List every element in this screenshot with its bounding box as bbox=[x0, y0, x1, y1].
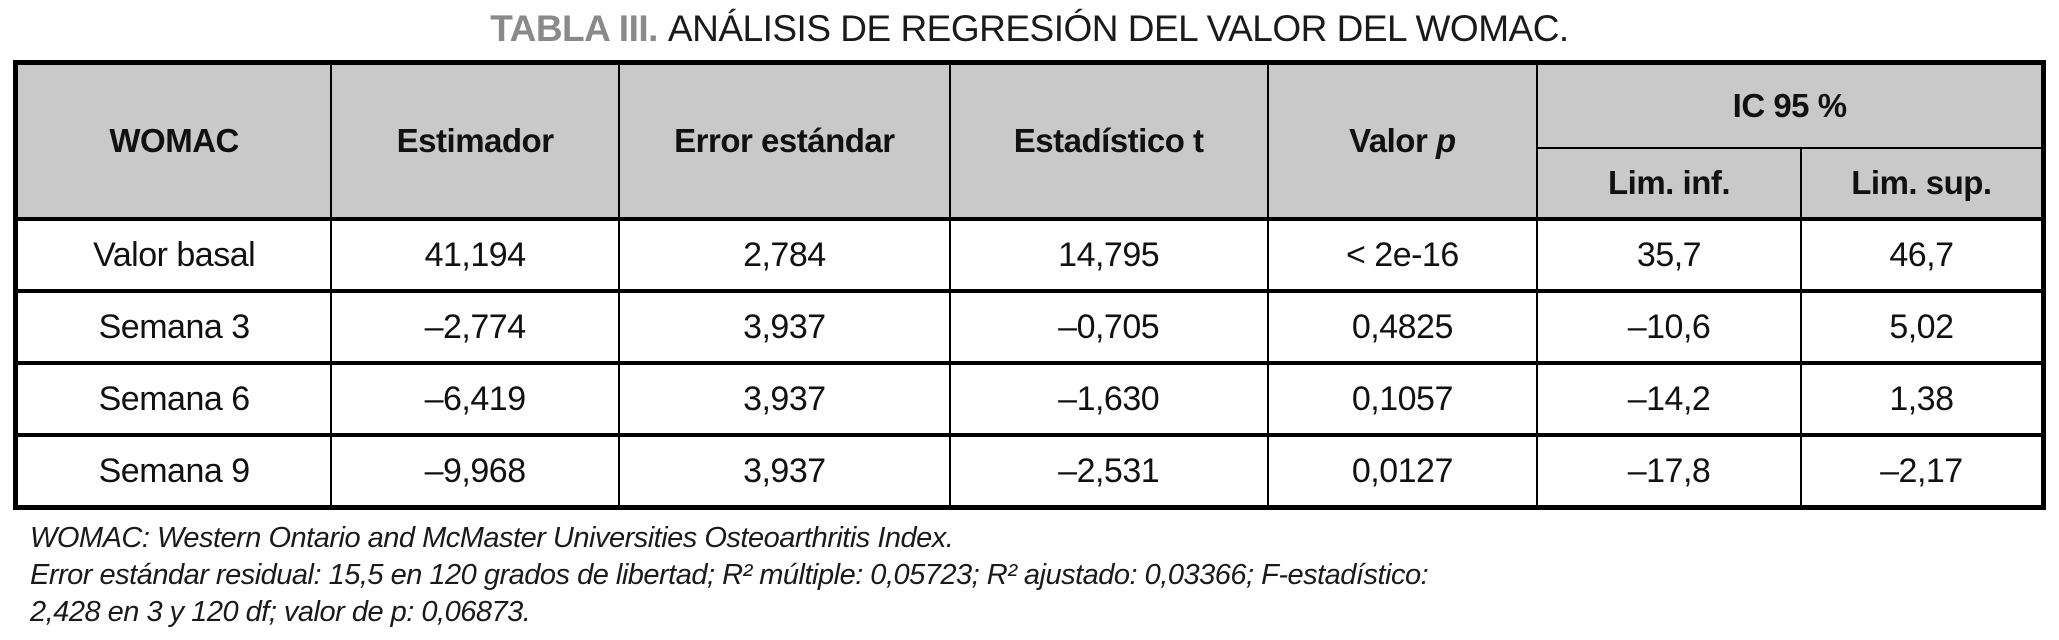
footnote-womac-definition: WOMAC: Western Ontario and McMaster Univ… bbox=[30, 522, 954, 554]
cell-lim-inf: 35,7 bbox=[1536, 217, 1802, 293]
table-row-valor-basal: Valor basal 41,194 2,784 14,795 < 2e-16 … bbox=[14, 217, 2045, 293]
header-womac: WOMAC bbox=[14, 62, 333, 221]
footnote-f-statistic: 2,428 en 3 y 120 df; valor de p: 0,06873… bbox=[30, 596, 531, 628]
table-body: Valor basal 41,194 2,784 14,795 < 2e-16 … bbox=[14, 217, 2045, 510]
cell-valor-p: 0,1057 bbox=[1266, 361, 1539, 437]
table-header: WOMAC Estimador Error estándar Estadísti… bbox=[14, 62, 2045, 221]
header-lim-sup: Lim. sup. bbox=[1799, 148, 2045, 221]
table-row-semana-3: Semana 3 –2,774 3,937 –0,705 0,4825 –10,… bbox=[14, 289, 2045, 365]
row-label: Semana 3 bbox=[14, 289, 333, 365]
table-title: TABLA III. ANÁLISIS DE REGRESIÓN DEL VALO… bbox=[0, 8, 2059, 50]
cell-lim-inf: –10,6 bbox=[1536, 289, 1802, 365]
row-label: Semana 6 bbox=[14, 361, 333, 437]
cell-estimador: 41,194 bbox=[330, 217, 620, 293]
cell-error-estandar: 2,784 bbox=[617, 217, 951, 293]
cell-estadistico-t: 14,795 bbox=[948, 217, 1269, 293]
cell-lim-sup: –2,17 bbox=[1799, 433, 2045, 510]
footnotes: WOMAC: Western Ontario and McMaster Univ… bbox=[30, 520, 2059, 631]
cell-error-estandar: 3,937 bbox=[617, 433, 951, 510]
header-valor-p: Valor p bbox=[1266, 62, 1539, 221]
cell-valor-p: < 2e-16 bbox=[1266, 217, 1539, 293]
header-lim-inf: Lim. inf. bbox=[1536, 148, 1802, 221]
regression-table: WOMAC Estimador Error estándar Estadísti… bbox=[13, 60, 2046, 510]
cell-valor-p: 0,0127 bbox=[1266, 433, 1539, 510]
cell-error-estandar: 3,937 bbox=[617, 289, 951, 365]
cell-estimador: –6,419 bbox=[330, 361, 620, 437]
row-label: Semana 9 bbox=[14, 433, 333, 510]
header-ic95: IC 95 % bbox=[1536, 62, 2045, 149]
cell-valor-p: 0,4825 bbox=[1266, 289, 1539, 365]
header-error-estandar: Error estándar bbox=[617, 62, 951, 221]
cell-lim-inf: –17,8 bbox=[1536, 433, 1802, 510]
cell-estadistico-t: –0,705 bbox=[948, 289, 1269, 365]
cell-lim-sup: 46,7 bbox=[1799, 217, 2045, 293]
table-row-semana-9: Semana 9 –9,968 3,937 –2,531 0,0127 –17,… bbox=[14, 433, 2045, 510]
cell-error-estandar: 3,937 bbox=[617, 361, 951, 437]
footnote-residual-stats: Error estándar residual: 15,5 en 120 gra… bbox=[30, 559, 1429, 591]
cell-lim-inf: –14,2 bbox=[1536, 361, 1802, 437]
cell-lim-sup: 5,02 bbox=[1799, 289, 2045, 365]
table-title-text: ANÁLISIS DE REGRESIÓN DEL VALOR DEL WOMA… bbox=[667, 8, 1569, 49]
header-valor-p-label: Valor bbox=[1349, 122, 1428, 159]
cell-estadistico-t: –2,531 bbox=[948, 433, 1269, 510]
cell-estimador: –9,968 bbox=[330, 433, 620, 510]
table-title-number: TABLA III. bbox=[490, 8, 658, 49]
table-row-semana-6: Semana 6 –6,419 3,937 –1,630 0,1057 –14,… bbox=[14, 361, 2045, 437]
cell-lim-sup: 1,38 bbox=[1799, 361, 2045, 437]
header-estimador: Estimador bbox=[330, 62, 620, 221]
cell-estadistico-t: –1,630 bbox=[948, 361, 1269, 437]
header-valor-p-symbol: p bbox=[1435, 122, 1456, 159]
cell-estimador: –2,774 bbox=[330, 289, 620, 365]
header-estadistico-t: Estadístico t bbox=[948, 62, 1269, 221]
row-label: Valor basal bbox=[14, 217, 333, 293]
